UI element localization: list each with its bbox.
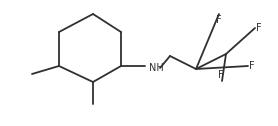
Text: NH: NH xyxy=(149,63,164,73)
Text: F: F xyxy=(256,23,262,33)
Text: F: F xyxy=(218,70,224,80)
Text: F: F xyxy=(249,61,255,71)
Text: F: F xyxy=(216,15,222,25)
